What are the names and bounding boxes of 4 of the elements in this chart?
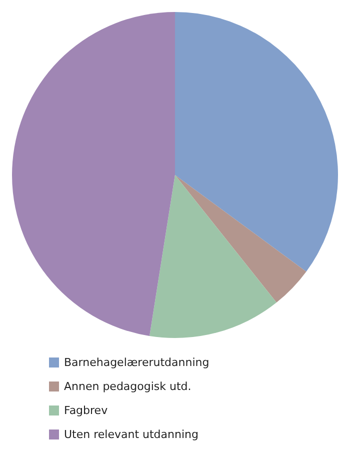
- legend-label: Fagbrev: [64, 404, 108, 417]
- legend-label: Annen pedagogisk utd.: [64, 380, 192, 393]
- legend-label: Barnehagelærerutdanning: [64, 356, 210, 369]
- legend-label: Uten relevant utdanning: [64, 428, 198, 441]
